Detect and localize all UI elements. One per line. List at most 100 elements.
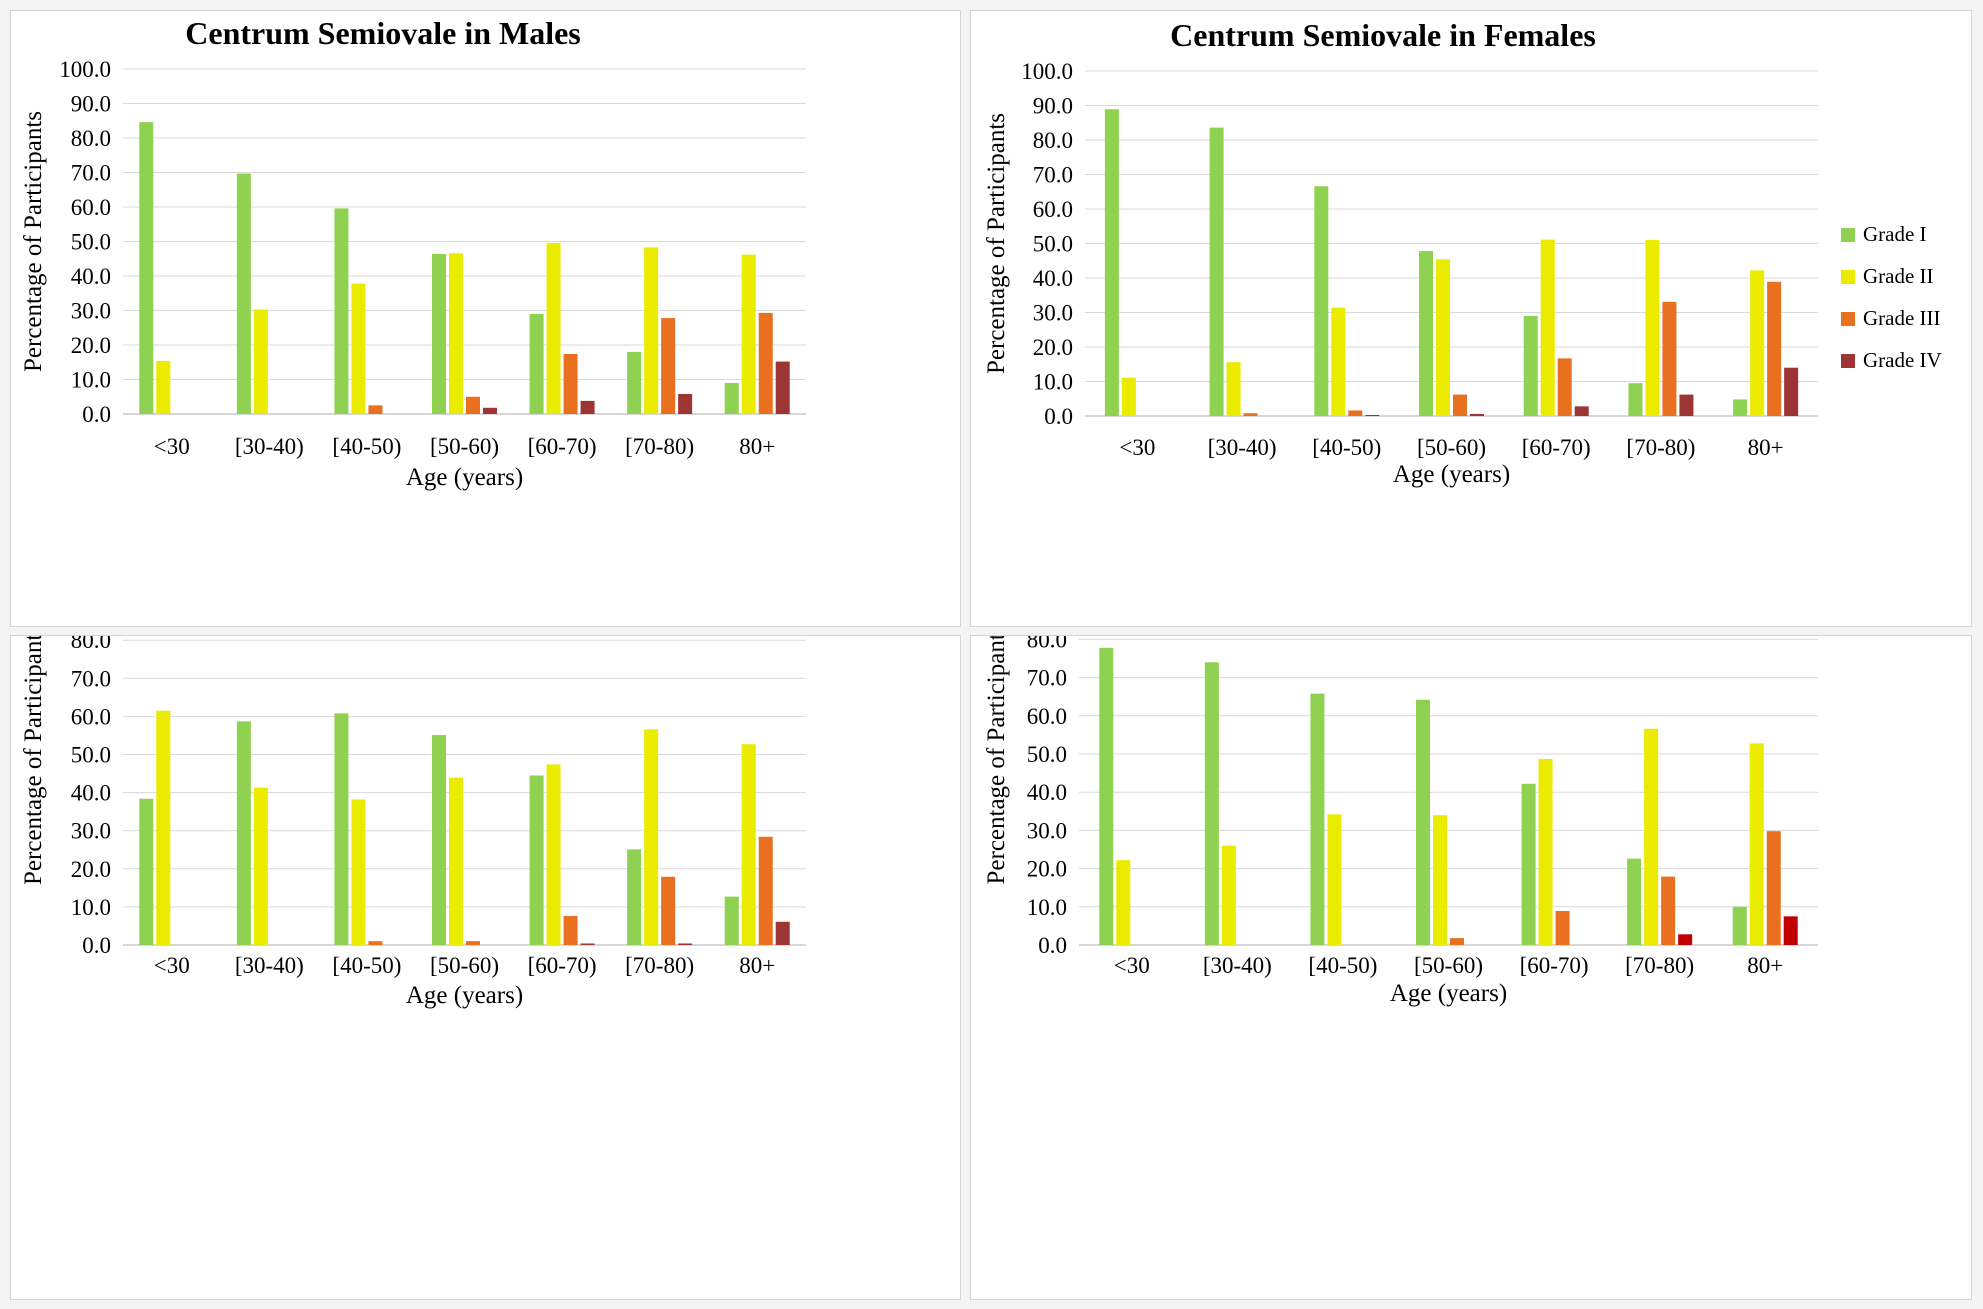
bar-grade-ii-4 [546, 242, 561, 414]
bar-grade-i-5 [1628, 383, 1643, 416]
bar-grade-i-0 [139, 122, 154, 414]
bar-grade-ii-1 [253, 309, 268, 414]
x-category-label: [60-70) [1520, 953, 1589, 978]
y-tick-label: 20.0 [1033, 335, 1073, 360]
x-axis-label: Age (years) [406, 464, 523, 491]
x-category-label: 80+ [1748, 435, 1784, 460]
bar-grade-ii-4 [546, 764, 561, 945]
bar-grade-ii-0 [156, 360, 171, 414]
bar-grade-iii-2 [368, 941, 383, 945]
bar-grade-iv-5 [678, 943, 693, 945]
y-tick-label: 10.0 [1027, 895, 1067, 920]
y-tick-label: 70.0 [1027, 666, 1067, 691]
bar-grade-ii-3 [449, 253, 463, 414]
y-tick-label: 80.0 [1027, 636, 1067, 652]
bar-grade-ii-6 [1749, 743, 1764, 945]
x-category-label: [30-40) [1208, 435, 1277, 460]
bar-grade-ii-1 [1221, 845, 1236, 945]
bar-grade-i-1 [236, 721, 251, 945]
bar-grade-iii-6 [758, 836, 773, 945]
y-tick-label: 70.0 [71, 161, 111, 186]
x-category-label: 80+ [1747, 953, 1783, 978]
bar-grade-iii-3 [1453, 394, 1467, 416]
bar-grade-iii-4 [1557, 358, 1572, 416]
bar-grade-ii-2 [1327, 814, 1342, 945]
y-tick-label: 0.0 [1038, 933, 1067, 958]
bar-grade-ii-2 [351, 799, 366, 945]
bar-grade-iv-2 [1365, 414, 1380, 416]
bar-grade-ii-4 [1540, 239, 1555, 416]
x-category-label: [50-60) [430, 434, 499, 459]
bar-grade-iii-5 [1662, 301, 1677, 416]
chart-title: Centrum Semiovale in Males [185, 15, 581, 51]
x-category-label: <30 [1114, 953, 1150, 978]
bar-grade-iv-3 [1470, 413, 1484, 416]
bar-grade-iii-6 [1767, 281, 1782, 416]
bar-grade-i-1 [1209, 127, 1224, 416]
y-tick-label: 40.0 [71, 781, 111, 806]
x-axis-label: Age (years) [1390, 980, 1507, 1007]
y-axis-label: Percentage of Participants [983, 113, 1010, 374]
bar-grade-i-5 [627, 351, 642, 414]
bar-grade-iii-4 [563, 353, 578, 414]
x-category-label: [40-50) [1308, 953, 1377, 978]
bar-grade-iv-6 [775, 921, 790, 945]
y-tick-label: 10.0 [71, 368, 111, 393]
legend-label: Grade I [1863, 222, 1927, 246]
bar-grade-iv-5 [1679, 394, 1694, 416]
y-tick-label: 70.0 [71, 666, 111, 691]
x-category-label: [50-60) [1414, 953, 1483, 978]
bar-grade-ii-6 [1750, 270, 1765, 416]
bar-grade-ii-6 [741, 744, 756, 945]
bar-grade-ii-2 [1331, 307, 1346, 416]
bar-grade-iii-3 [466, 396, 480, 414]
x-category-label: [60-70) [528, 953, 597, 978]
legend-swatch-grade-iv [1841, 354, 1855, 368]
y-tick-label: 20.0 [1027, 857, 1067, 882]
bar-grade-iii-2 [1348, 410, 1363, 416]
bar-grade-ii-6 [741, 254, 756, 414]
chart-panel-basal-ganglia-males: Basal Ganglia in Males0.010.020.030.040.… [10, 635, 961, 1300]
y-tick-label: 30.0 [71, 819, 111, 844]
bar-grade-i-1 [1204, 662, 1219, 945]
x-category-label: [40-50) [332, 434, 401, 459]
y-tick-label: 0.0 [1044, 404, 1073, 429]
y-tick-label: 70.0 [1033, 163, 1073, 188]
x-axis-label: Age (years) [406, 982, 523, 1009]
bar-grade-ii-4 [1538, 758, 1553, 945]
y-tick-label: 60.0 [71, 704, 111, 729]
bar-grade-i-6 [724, 382, 739, 414]
y-tick-label: 30.0 [1027, 818, 1067, 843]
x-category-label: [60-70) [528, 434, 597, 459]
y-tick-label: 20.0 [71, 857, 111, 882]
x-category-label: [30-40) [235, 953, 304, 978]
x-category-label: [30-40) [1203, 953, 1272, 978]
bar-grade-i-0 [1099, 647, 1114, 945]
bar-grade-iii-4 [563, 916, 578, 945]
x-category-label: [70-80) [1626, 435, 1695, 460]
bar-grade-i-0 [1104, 109, 1119, 417]
bar-grade-ii-0 [1116, 860, 1131, 945]
bar-grade-iv-4 [1574, 406, 1589, 416]
bar-grade-iii-1 [1243, 413, 1258, 416]
bar-grade-iii-5 [1661, 876, 1676, 945]
x-category-label: [70-80) [625, 434, 694, 459]
x-category-label: [50-60) [1417, 435, 1486, 460]
x-category-label: [30-40) [235, 434, 304, 459]
legend-swatch-grade-iii [1841, 312, 1855, 326]
y-tick-label: 90.0 [71, 92, 111, 117]
bar-grade-iii-3 [466, 941, 480, 945]
y-tick-label: 30.0 [1033, 301, 1073, 326]
x-category-label: [70-80) [1625, 953, 1694, 978]
bar-grade-i-1 [236, 173, 251, 414]
bar-grade-ii-5 [1644, 728, 1659, 945]
bar-grade-iv-6 [775, 361, 790, 414]
bar-grade-i-5 [1627, 858, 1642, 945]
x-category-label: <30 [1119, 435, 1155, 460]
bar-grade-iii-6 [1766, 831, 1781, 945]
bar-grade-ii-0 [1121, 377, 1136, 416]
bar-chart-basal-ganglia-females: Basal Ganglia in Females0.010.020.030.04… [983, 636, 1818, 1007]
x-category-label: 80+ [739, 434, 775, 459]
bar-grade-iv-4 [580, 943, 595, 945]
chart-panel-centrum-semiovale-females: Centrum Semiovale in Females 0.0 10.0 20.0 3… [970, 10, 1972, 627]
